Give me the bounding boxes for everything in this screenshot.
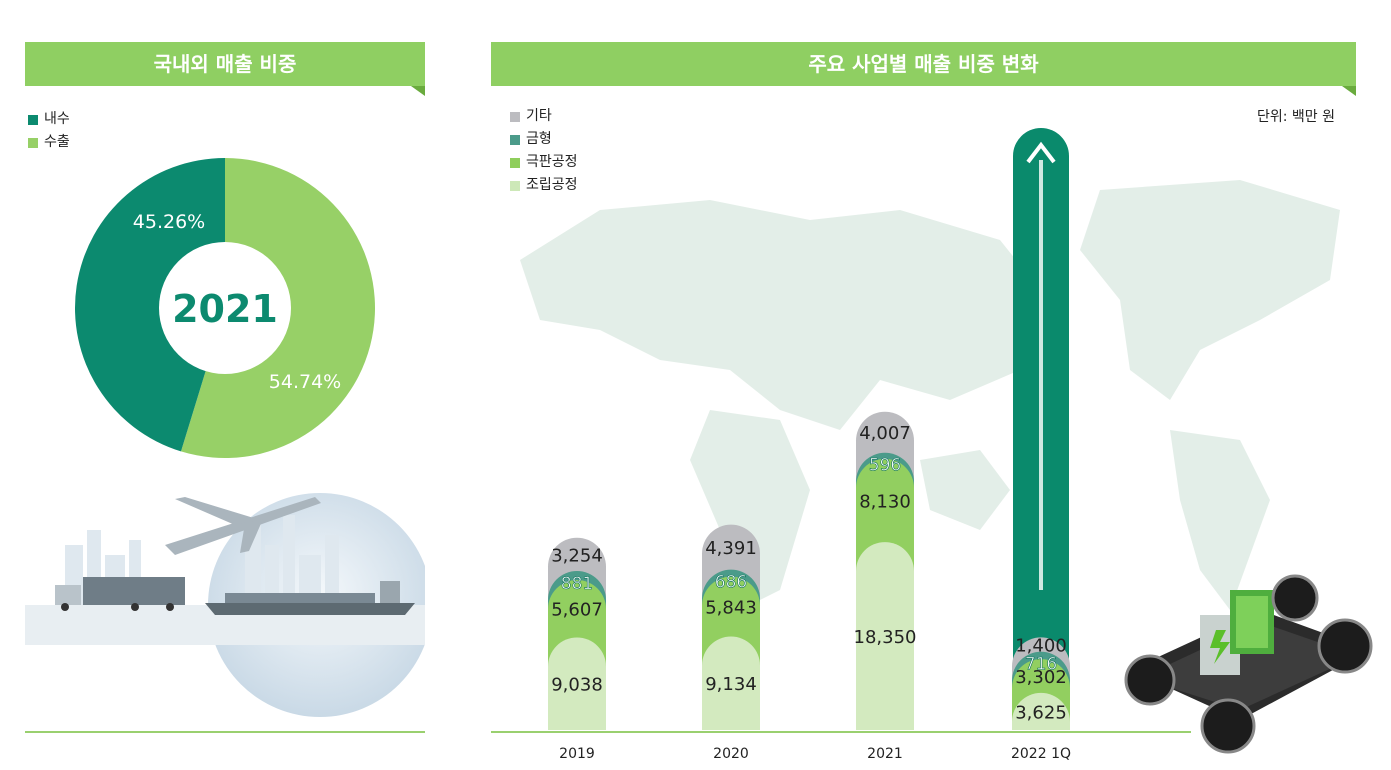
right-panel-title: 주요 사업별 매출 비중 변화 bbox=[491, 42, 1356, 86]
legend-item-mold: 금형 bbox=[510, 128, 578, 151]
legend-item-assembly: 조립공정 bbox=[510, 174, 578, 197]
right-baseline bbox=[491, 731, 1191, 733]
data-label: 18,350 bbox=[854, 627, 917, 648]
legend-label: 금형 bbox=[526, 131, 552, 147]
data-label: 4,391 bbox=[705, 538, 757, 559]
donut-hole bbox=[159, 242, 291, 374]
trade-illustration bbox=[25, 493, 425, 717]
left-panel-header: 국내외 매출 비중 bbox=[25, 42, 425, 96]
data-label: 881 bbox=[561, 574, 593, 594]
left-panel-title: 국내외 매출 비중 bbox=[25, 42, 425, 86]
wheel-icon bbox=[1124, 574, 1373, 754]
data-label: 8,130 bbox=[859, 491, 911, 512]
data-label: 9,038 bbox=[551, 675, 603, 696]
legend-swatch bbox=[28, 137, 38, 148]
legend-swatch bbox=[510, 111, 520, 122]
legend-item-electrode: 극판공정 bbox=[510, 151, 578, 174]
legend-swatch bbox=[28, 114, 38, 125]
data-label: 686 bbox=[715, 573, 747, 593]
data-label: 3,254 bbox=[551, 545, 603, 566]
legend-label: 기타 bbox=[526, 108, 552, 124]
data-label: 716 bbox=[1025, 655, 1057, 675]
data-label: 4,007 bbox=[859, 423, 911, 444]
left-baseline bbox=[25, 731, 425, 733]
legend-label: 내수 bbox=[44, 111, 70, 127]
data-label: 5,607 bbox=[551, 600, 603, 621]
data-label: 596 bbox=[869, 456, 901, 476]
donut-chart: 2021 45.26% 54.74% bbox=[75, 158, 375, 458]
bar-segment bbox=[548, 637, 606, 730]
bar-segment bbox=[1012, 692, 1070, 730]
legend-label: 극판공정 bbox=[526, 154, 578, 170]
slice-domestic bbox=[75, 158, 225, 452]
legend-label: 수출 bbox=[44, 134, 70, 150]
banner-fold-decoration bbox=[411, 86, 425, 96]
data-label: 3,302 bbox=[1015, 667, 1067, 688]
legend-swatch bbox=[510, 134, 520, 145]
slice-label-export: 54.74% bbox=[269, 371, 341, 393]
growth-arrow-head-icon bbox=[1026, 141, 1056, 164]
data-label: 9,134 bbox=[705, 674, 757, 695]
data-label: 1,400 bbox=[1015, 636, 1067, 657]
data-label: 5,843 bbox=[705, 598, 757, 619]
battery-icon bbox=[1200, 590, 1274, 675]
world-map-background bbox=[520, 180, 1340, 610]
ship-icon bbox=[205, 581, 415, 615]
stacked-bar-chart: 9,038 5,607 881 3,254 2019 9,134 5,843 686 4,391… bbox=[548, 128, 1071, 762]
legend-label: 조립공정 bbox=[526, 177, 578, 193]
x-tick-label: 2022 1Q bbox=[1011, 746, 1071, 762]
banner-fold-decoration bbox=[1342, 86, 1356, 96]
donut-legend: 내수 수출 bbox=[28, 108, 70, 154]
data-label: 3,625 bbox=[1015, 702, 1067, 723]
ev-chassis-illustration bbox=[1124, 574, 1373, 754]
airplane-icon bbox=[165, 497, 321, 555]
unit-label: 단위: 백만 원 bbox=[1256, 109, 1335, 125]
legend-item-domestic: 내수 bbox=[28, 108, 70, 131]
right-panel-header: 주요 사업별 매출 비중 변화 bbox=[491, 42, 1356, 96]
legend-item-export: 수출 bbox=[28, 131, 70, 154]
slice-label-domestic: 45.26% bbox=[133, 211, 205, 233]
legend-swatch bbox=[510, 157, 520, 168]
x-tick-label: 2020 bbox=[713, 746, 749, 762]
legend-item-other: 기타 bbox=[510, 105, 578, 128]
bar-segment bbox=[702, 636, 760, 730]
bar-legend: 기타 금형 극판공정 조립공정 bbox=[510, 105, 578, 197]
bar-segment bbox=[856, 542, 914, 730]
x-tick-label: 2021 bbox=[867, 746, 903, 762]
donut-center-label: 2021 bbox=[172, 287, 278, 331]
x-tick-label: 2019 bbox=[559, 746, 595, 762]
truck-icon bbox=[55, 577, 185, 611]
legend-swatch bbox=[510, 180, 520, 191]
